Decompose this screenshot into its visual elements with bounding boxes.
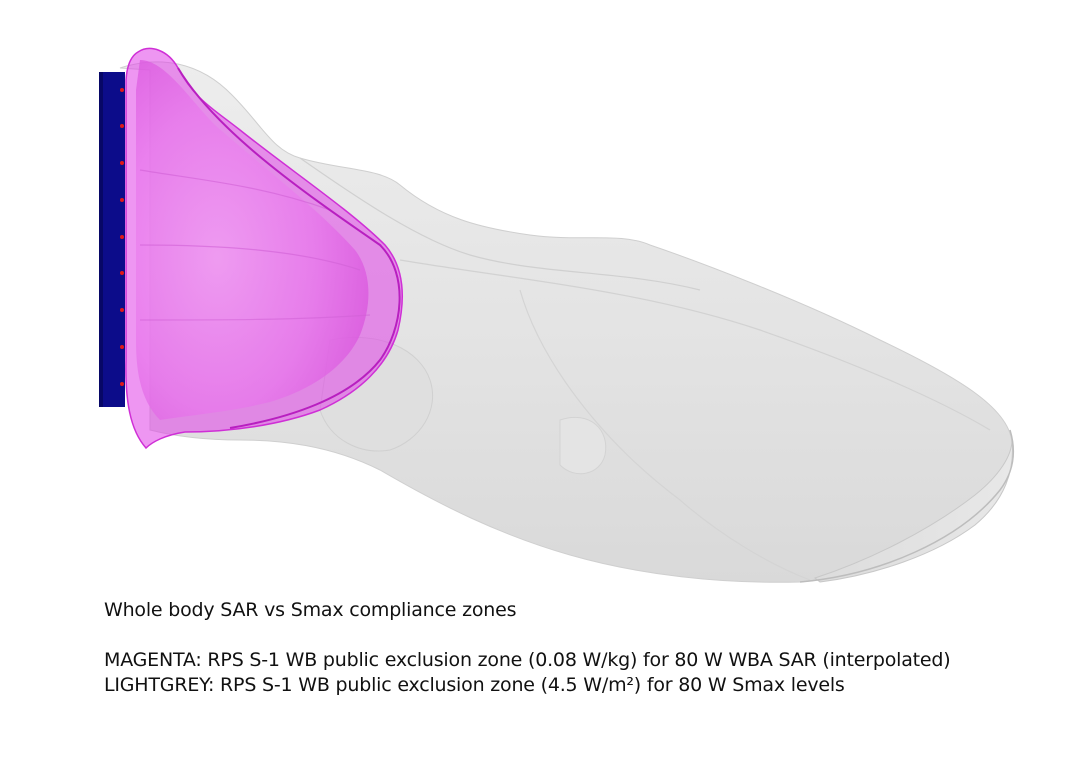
caption-magenta-legend: MAGENTA: RPS S-1 WB public exclusion zon… [104, 649, 951, 671]
antenna-panel-side [99, 72, 103, 407]
sar-zone-fold [139, 244, 361, 271]
antenna-element [120, 271, 124, 275]
smax-zone-fold [299, 157, 701, 291]
antenna-element [120, 235, 124, 239]
antenna-element [120, 88, 124, 92]
sar-zone-rim [177, 67, 401, 429]
smax-zone-fold [399, 259, 991, 431]
caption-lightgrey-legend: LIGHTGREY: RPS S-1 WB public exclusion z… [104, 674, 845, 696]
antenna-element [120, 124, 124, 128]
smax-zone-end-rim [799, 429, 1015, 583]
figure-caption: Whole body SAR vs Smax compliance zones … [104, 598, 1064, 698]
smax-zone-fold [519, 289, 811, 581]
sar-zone-fold [139, 169, 331, 211]
sar-zone-inner [136, 60, 369, 420]
antenna-element [120, 161, 124, 165]
antenna-element [120, 308, 124, 312]
caption-title: Whole body SAR vs Smax compliance zones [104, 599, 517, 621]
smax-zone-body [119, 61, 1013, 583]
compliance-zone-render [99, 47, 1015, 583]
antenna-element [120, 198, 124, 202]
smax-zone-fold [559, 416, 607, 475]
antenna-element [120, 382, 124, 386]
sar-zone-fold [139, 314, 371, 321]
antenna-panel [99, 72, 125, 407]
sar-exclusion-zone [125, 47, 403, 450]
antenna-panel-face [99, 72, 125, 407]
smax-exclusion-zone [119, 61, 1015, 583]
antenna-element [120, 345, 124, 349]
